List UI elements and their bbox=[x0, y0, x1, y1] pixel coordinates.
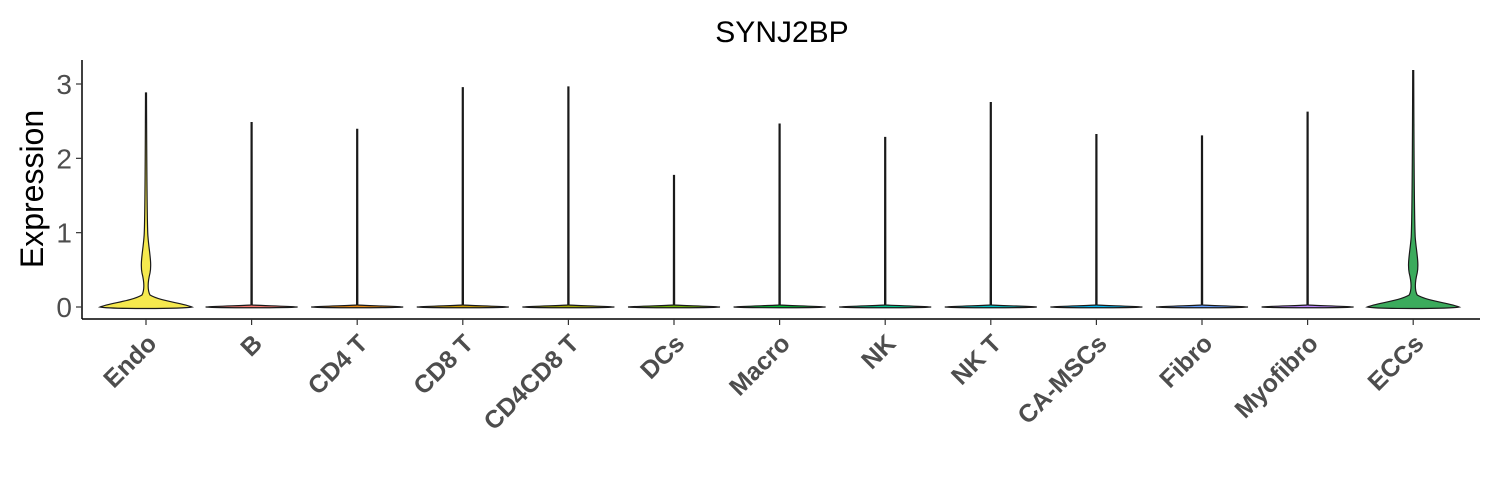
x-tick-label: CD4 T bbox=[303, 329, 374, 400]
x-tick-label: DCs bbox=[635, 329, 690, 384]
x-tick-label: CA-MSCs bbox=[1012, 329, 1112, 429]
x-tick-label: Endo bbox=[98, 329, 162, 393]
y-tick-label: 3 bbox=[56, 69, 72, 100]
y-ticks-group: 0 1 2 3 bbox=[56, 69, 82, 323]
violin-nk bbox=[839, 136, 932, 309]
violins-group bbox=[97, 70, 1462, 310]
y-tick-label: 1 bbox=[56, 218, 72, 249]
x-tick-label: ECCs bbox=[1362, 329, 1429, 396]
x-tick-label: B bbox=[235, 329, 268, 362]
violin-cd4cd8-t bbox=[522, 86, 615, 309]
x-tick-label: NK T bbox=[946, 329, 1007, 390]
violin-macro bbox=[733, 123, 826, 309]
violin-nk-t bbox=[944, 101, 1037, 309]
violin-ca-mscs bbox=[1050, 133, 1143, 309]
y-axis-label: Expression bbox=[14, 110, 50, 268]
violin-eccs bbox=[1365, 70, 1462, 310]
violin-b bbox=[205, 122, 298, 309]
x-tick-label: Fibro bbox=[1154, 329, 1218, 393]
chart-title: SYNJ2BP bbox=[715, 16, 848, 49]
x-ticks-group: Endo B CD4 T CD8 T CD4CD8 T DCs Macro NK NK T CA-… bbox=[98, 319, 1429, 436]
violin-cd4-t bbox=[311, 128, 404, 309]
violin-dcs bbox=[627, 174, 721, 309]
violin-endo bbox=[97, 92, 195, 310]
violin-fibro bbox=[1155, 135, 1249, 309]
y-tick-label: 0 bbox=[56, 292, 72, 323]
x-tick-label: Macro bbox=[724, 329, 796, 401]
x-tick-label: CD4CD8 T bbox=[478, 329, 584, 435]
y-tick-label: 2 bbox=[56, 143, 72, 174]
x-tick-label: Myofibro bbox=[1229, 329, 1323, 423]
violin-myofibro bbox=[1261, 111, 1354, 309]
x-tick-label: CD8 T bbox=[408, 329, 479, 400]
violin-cd8-t bbox=[416, 87, 509, 309]
x-tick-label: NK bbox=[856, 329, 901, 374]
